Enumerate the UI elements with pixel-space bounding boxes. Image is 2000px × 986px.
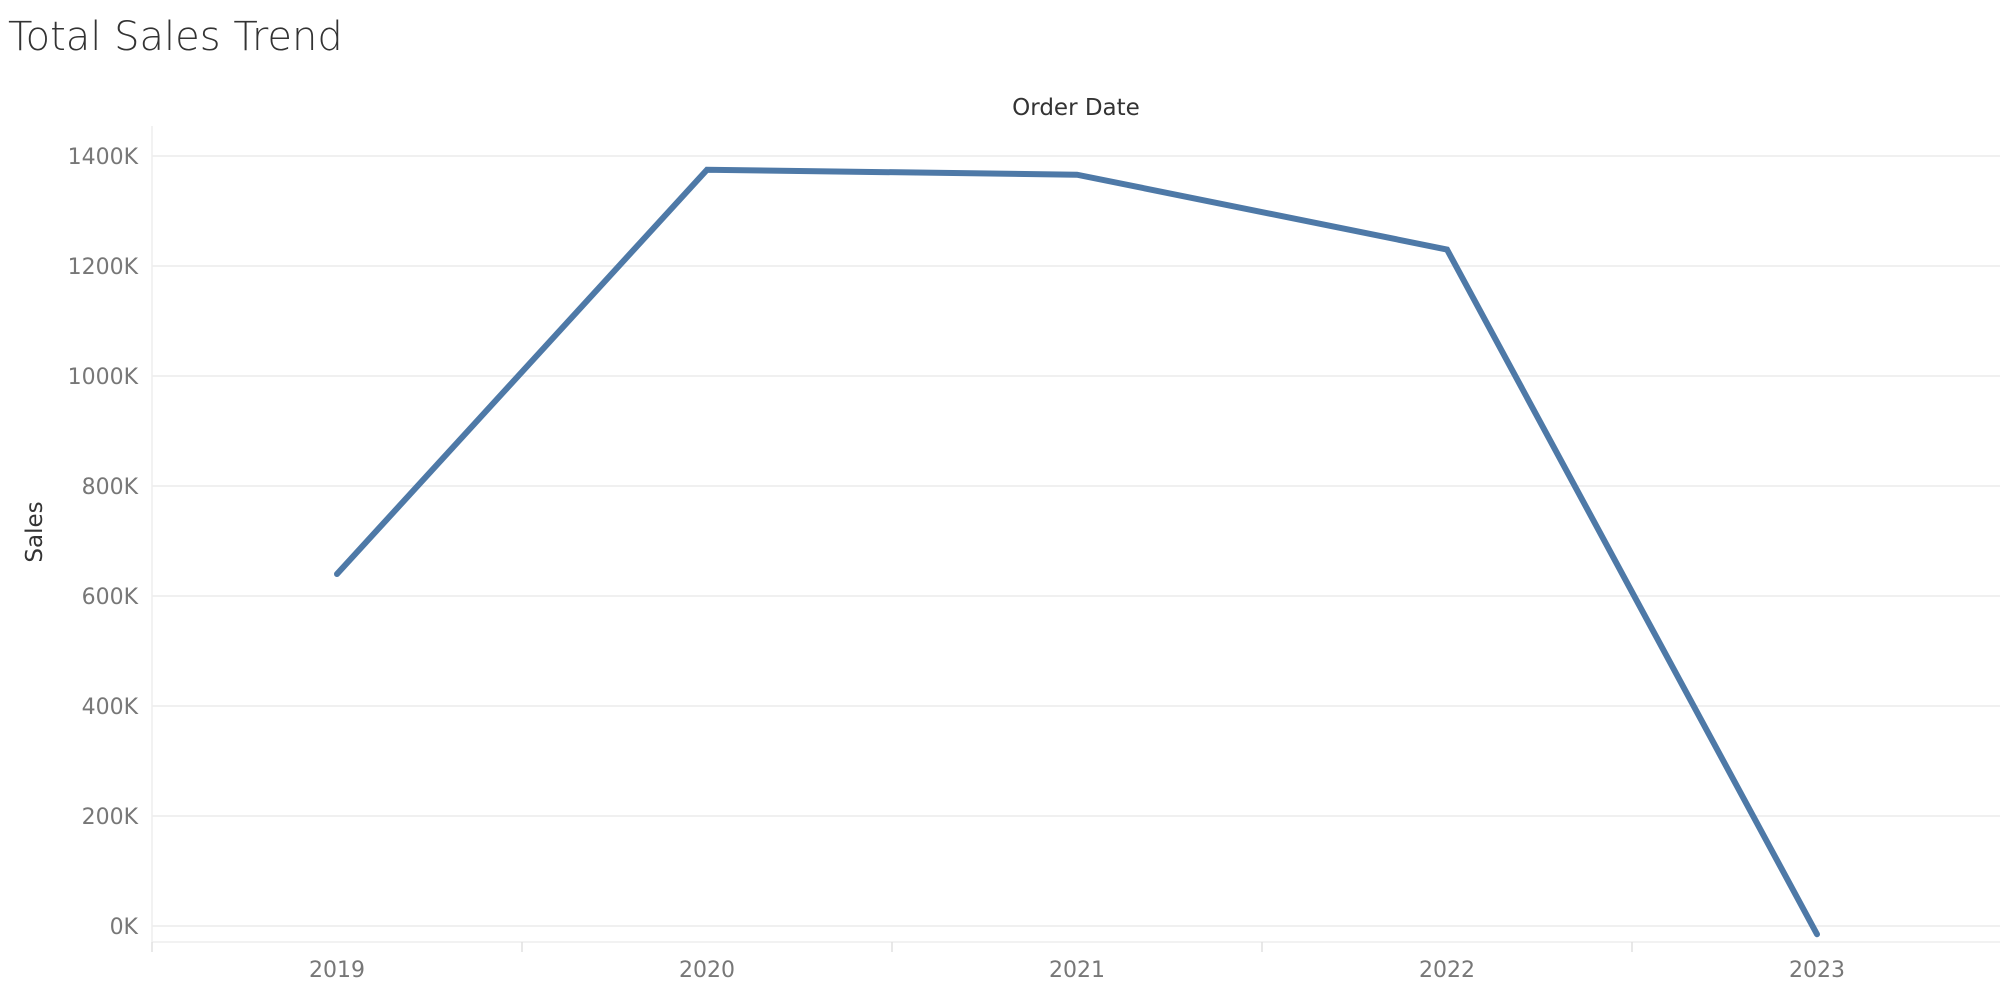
gridlines	[152, 155, 2000, 927]
x-tick-label: 2023	[1789, 958, 1845, 983]
y-tick-label: 200K	[82, 805, 139, 830]
y-tick-label: 400K	[82, 695, 139, 720]
series-lines	[334, 166, 1820, 938]
y-tick-label: 800K	[82, 475, 139, 500]
y-axis-ticks: 0K 200K 400K 600K 800K 1000K 1200K 1400K	[68, 145, 139, 940]
x-tick-label: 2020	[679, 958, 735, 983]
axes	[151, 126, 2000, 952]
y-tick-label: 0K	[110, 915, 139, 940]
chart-title: Total Sales Trend	[8, 14, 343, 60]
y-axis-title: Sales	[22, 501, 48, 562]
y-tick-label: 1400K	[68, 145, 139, 170]
y-tick-label: 600K	[82, 585, 139, 610]
x-axis-ticks: 2019 2020 2021 2022 2023	[309, 958, 1845, 983]
x-tick-label: 2022	[1419, 958, 1475, 983]
y-tick-label: 1200K	[68, 255, 139, 280]
x-axis-title: Order Date	[1012, 95, 1140, 121]
x-tick-label: 2021	[1049, 958, 1105, 983]
y-tick-label: 1000K	[68, 365, 139, 390]
x-tick-label: 2019	[309, 958, 365, 983]
series-line	[334, 166, 1820, 938]
